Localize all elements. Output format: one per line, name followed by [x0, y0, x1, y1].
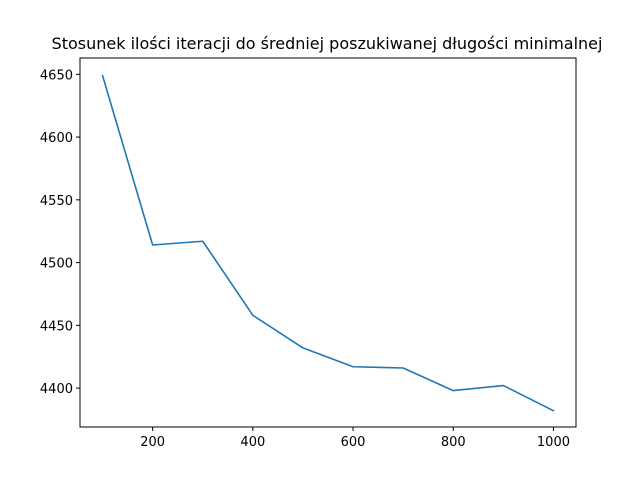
y-tick-label: 4450 — [40, 319, 73, 334]
plot-area: 200 400 600 800 1000 4400 4450 4500 4550 4600 4650 — [40, 68, 570, 450]
x-tick-label: 200 — [140, 435, 165, 450]
x-tick-label: 600 — [341, 435, 366, 450]
x-tick-label: 800 — [441, 435, 466, 450]
x-tick-label: 1000 — [537, 435, 570, 450]
series-line — [101, 74, 555, 412]
y-tick-label: 4550 — [40, 194, 73, 209]
y-tick-label: 4650 — [40, 68, 73, 83]
chart-title: Stosunek ilości iteracji do średniej pos… — [52, 34, 603, 53]
x-tick-label: 400 — [240, 435, 265, 450]
y-tick-label: 4600 — [40, 131, 73, 146]
y-tick-label: 4500 — [40, 257, 73, 272]
y-tick-label: 4400 — [40, 382, 73, 397]
plot-frame — [79, 57, 577, 428]
